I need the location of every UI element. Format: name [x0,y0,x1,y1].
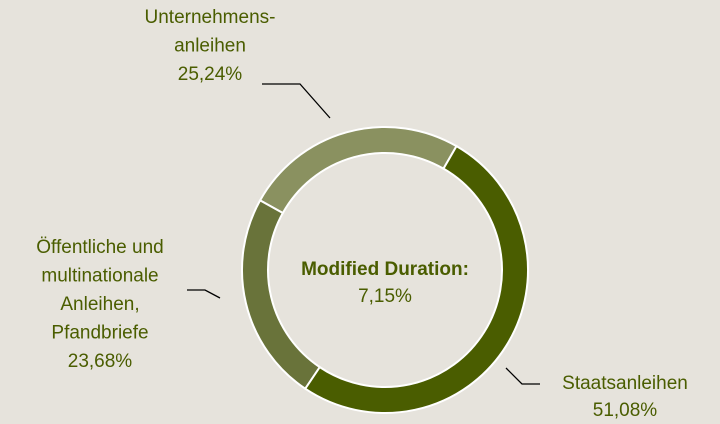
donut-segment [241,199,322,391]
center-title: Modified Duration: [301,259,469,280]
category-label: anleihen [174,36,246,57]
category-label: Anleihen, [60,294,139,315]
category-label: Pfandbriefe [51,323,148,344]
leader-line [262,83,331,119]
category-label: Unternehmens- [145,7,276,28]
value-label: 23,68% [68,351,133,372]
value-label: 25,24% [178,64,243,85]
donut-segment [258,126,458,215]
leader-line [505,367,540,385]
leader-line [187,289,221,299]
center-value: 7,15% [358,286,412,307]
donut-segment [303,144,529,414]
value-label: 51,08% [593,400,658,421]
category-label: Öffentliche und [36,237,163,258]
category-label: multinationale [41,266,158,287]
category-label: Staatsanleihen [562,373,688,394]
